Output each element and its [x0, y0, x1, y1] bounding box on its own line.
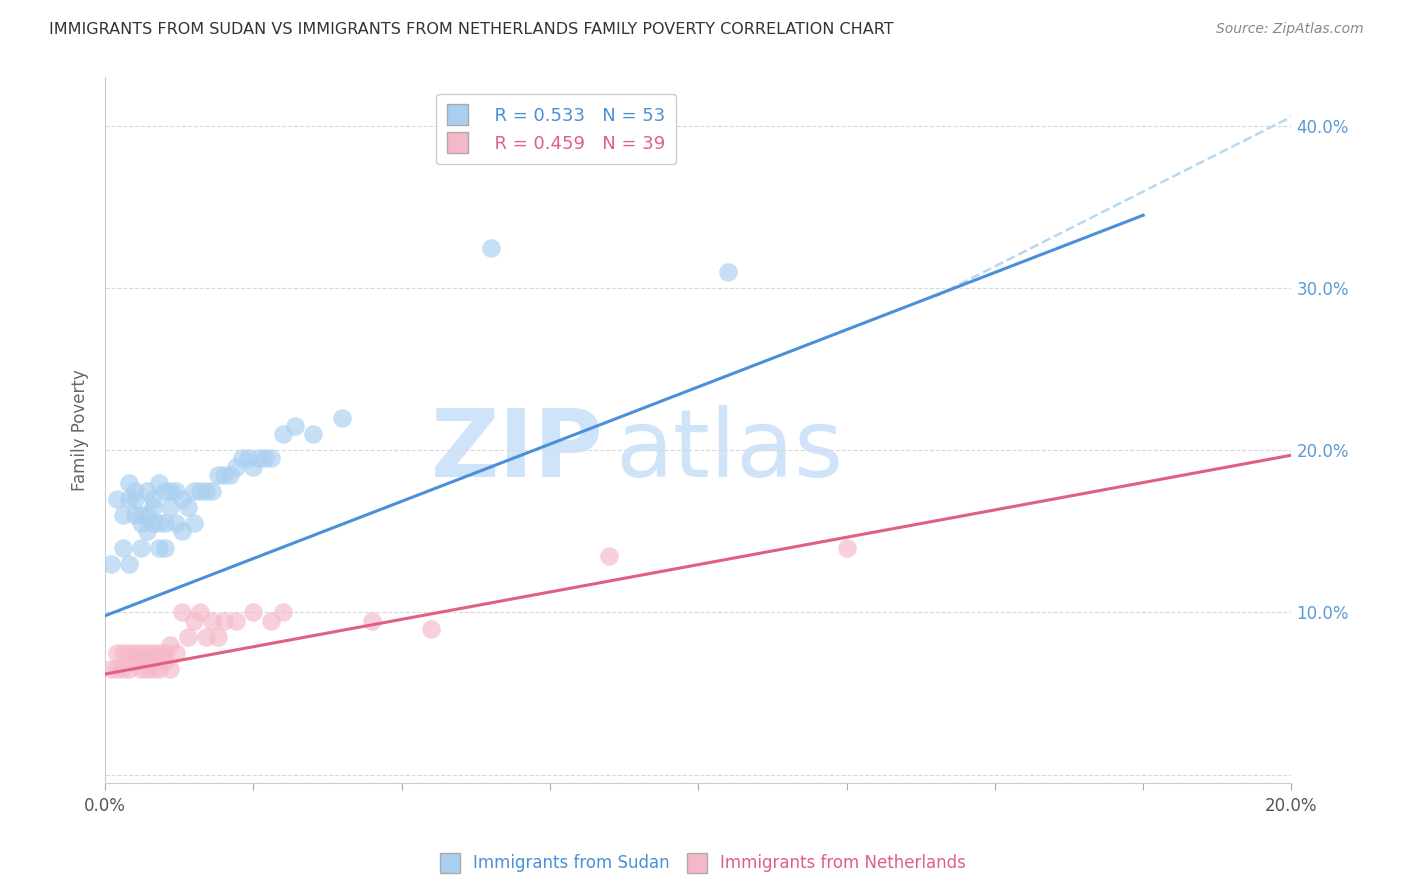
Point [135, 646, 157, 660]
Point [118, 557, 141, 571]
Point [111, 541, 134, 555]
Point [105, 646, 128, 660]
Point [148, 646, 170, 660]
Point [195, 630, 218, 644]
Point [153, 516, 176, 531]
Point [165, 646, 187, 660]
Point [100, 557, 122, 571]
Point [172, 606, 194, 620]
Point [201, 614, 224, 628]
Point [148, 662, 170, 676]
Point [225, 614, 247, 628]
Point [479, 241, 502, 255]
Point [242, 459, 264, 474]
Point [177, 500, 200, 514]
Text: Source: ZipAtlas.com: Source: ZipAtlas.com [1216, 22, 1364, 37]
Point [129, 516, 152, 531]
Point [142, 516, 165, 531]
Point [153, 654, 176, 668]
Point [271, 606, 294, 620]
Legend: Immigrants from Sudan, Immigrants from Netherlands: Immigrants from Sudan, Immigrants from N… [433, 847, 973, 880]
Point [183, 614, 205, 628]
Point [231, 451, 253, 466]
Point [148, 475, 170, 490]
Point [111, 662, 134, 676]
Point [420, 622, 443, 636]
Point [159, 483, 181, 498]
Point [172, 491, 194, 506]
Point [717, 265, 740, 279]
Point [177, 630, 200, 644]
Point [188, 606, 211, 620]
Point [129, 541, 152, 555]
Point [242, 606, 264, 620]
Point [284, 419, 307, 434]
Text: ZIP: ZIP [430, 405, 603, 497]
Point [124, 646, 146, 660]
Point [100, 662, 122, 676]
Point [135, 483, 157, 498]
Point [142, 662, 165, 676]
Point [111, 508, 134, 523]
Point [159, 500, 181, 514]
Point [212, 467, 235, 482]
Point [124, 654, 146, 668]
Point [835, 541, 858, 555]
Point [124, 491, 146, 506]
Point [207, 630, 229, 644]
Point [159, 638, 181, 652]
Point [218, 467, 240, 482]
Point [142, 646, 165, 660]
Point [598, 549, 620, 563]
Point [361, 614, 384, 628]
Point [236, 451, 259, 466]
Y-axis label: Family Poverty: Family Poverty [72, 369, 89, 491]
Point [135, 508, 157, 523]
Point [129, 508, 152, 523]
Point [124, 483, 146, 498]
Point [135, 654, 157, 668]
Point [118, 646, 141, 660]
Point [271, 427, 294, 442]
Point [249, 451, 271, 466]
Point [159, 662, 181, 676]
Legend:   R = 0.533   N = 53,   R = 0.459   N = 39: R = 0.533 N = 53, R = 0.459 N = 39 [436, 94, 676, 164]
Point [301, 427, 323, 442]
Point [195, 483, 218, 498]
Point [118, 475, 141, 490]
Point [201, 483, 224, 498]
Point [142, 500, 165, 514]
Point [105, 491, 128, 506]
Text: IMMIGRANTS FROM SUDAN VS IMMIGRANTS FROM NETHERLANDS FAMILY POVERTY CORRELATION : IMMIGRANTS FROM SUDAN VS IMMIGRANTS FROM… [49, 22, 894, 37]
Point [332, 410, 354, 425]
Point [111, 646, 134, 660]
Point [165, 483, 187, 498]
Point [225, 459, 247, 474]
Point [135, 662, 157, 676]
Point [135, 524, 157, 539]
Point [260, 614, 283, 628]
Point [207, 467, 229, 482]
Point [142, 491, 165, 506]
Point [124, 508, 146, 523]
Point [153, 646, 176, 660]
Point [183, 483, 205, 498]
Point [118, 662, 141, 676]
Point [165, 516, 187, 531]
Point [148, 516, 170, 531]
Point [148, 541, 170, 555]
Point [153, 541, 176, 555]
Point [153, 483, 176, 498]
Point [129, 662, 152, 676]
Point [260, 451, 283, 466]
Point [105, 662, 128, 676]
Point [172, 524, 194, 539]
Point [188, 483, 211, 498]
Point [118, 491, 141, 506]
Point [129, 646, 152, 660]
Point [183, 516, 205, 531]
Point [254, 451, 277, 466]
Point [212, 614, 235, 628]
Text: atlas: atlas [616, 405, 844, 497]
